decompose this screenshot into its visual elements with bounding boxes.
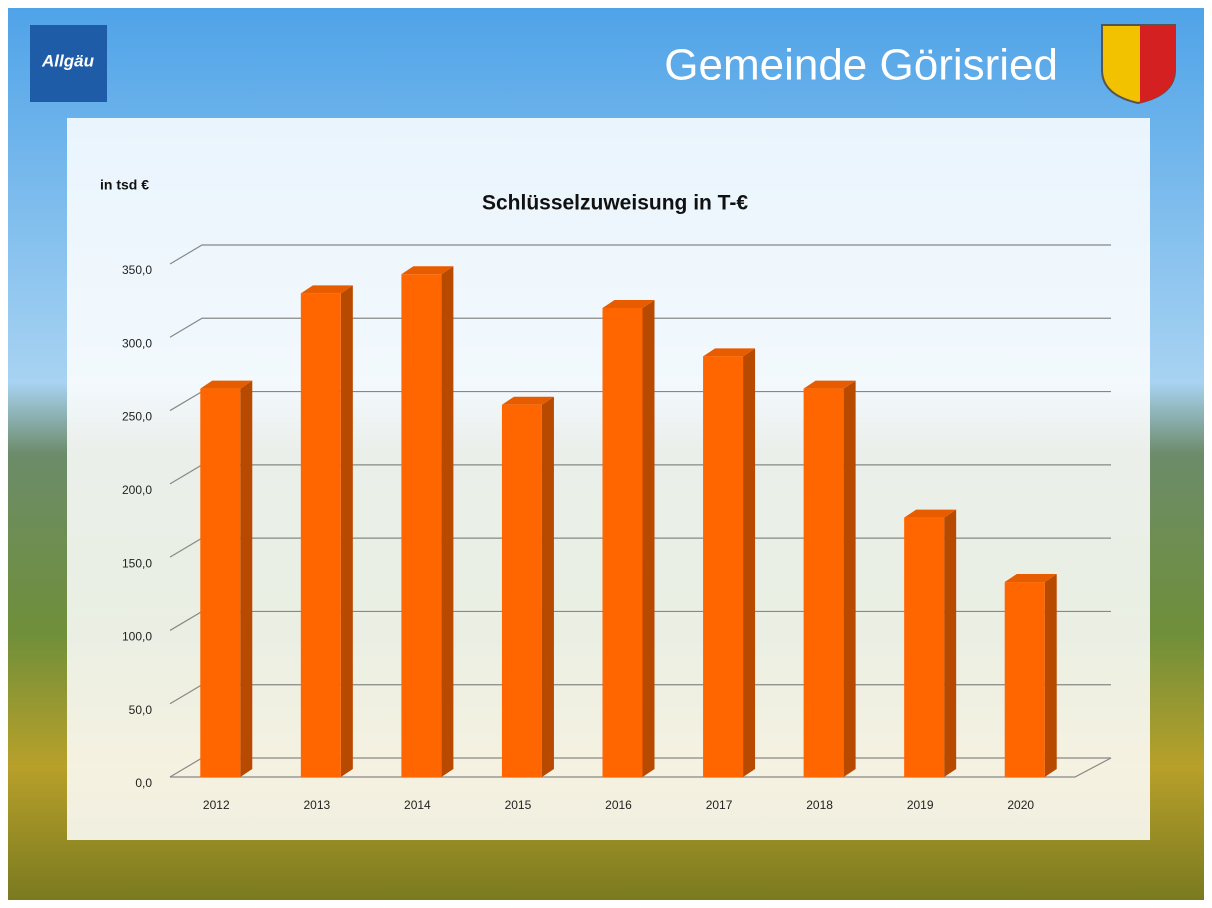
bar-top (401, 266, 454, 275)
y-tick-label: 0,0 (135, 776, 152, 790)
y-tick-label: 150,0 (122, 556, 152, 570)
bar (1004, 582, 1045, 777)
x-tick-label: 2018 (806, 798, 833, 812)
grid-line (169, 244, 1111, 265)
bar (200, 388, 241, 777)
bar (904, 517, 945, 777)
y-tick-label: 300,0 (122, 336, 152, 350)
grid-line (169, 317, 1111, 338)
bar-side (642, 299, 655, 777)
logo-box (30, 25, 107, 102)
y-tick-label: 50,0 (129, 703, 153, 717)
bar (703, 356, 744, 777)
bar-top (904, 509, 957, 518)
x-tick-label: 2017 (706, 798, 733, 812)
y-unit-label: in tsd € (100, 177, 149, 193)
x-tick-label: 2013 (303, 798, 330, 812)
x-tick-label: 2019 (907, 798, 934, 812)
bar-top (1004, 574, 1057, 583)
bar (300, 293, 341, 777)
floor-edge (170, 757, 1112, 778)
x-tick-label: 2020 (1007, 798, 1034, 812)
bar-side (743, 348, 756, 777)
bar (501, 404, 542, 777)
x-tick-label: 2014 (404, 798, 431, 812)
bar-top (300, 285, 353, 294)
x-tick-label: 2016 (605, 798, 632, 812)
logo-text: Allgäu (41, 51, 95, 70)
bar-side (240, 380, 253, 777)
bar-top (703, 348, 756, 357)
bar-top (501, 396, 554, 405)
bar (602, 307, 643, 777)
chart-title: Schlüsselzuweisung in T-€ (482, 192, 748, 215)
y-tick-label: 250,0 (122, 410, 152, 424)
bar-side (441, 266, 454, 777)
bar-side (1044, 574, 1057, 777)
bar-side (541, 396, 554, 777)
bar-side (340, 285, 353, 777)
bar-top (803, 380, 856, 389)
y-tick-label: 200,0 (122, 483, 152, 497)
bar-side (843, 380, 856, 777)
coat-of-arms-red (1140, 25, 1175, 103)
bar-side (944, 509, 957, 777)
y-tick-label: 350,0 (122, 263, 152, 277)
x-tick-label: 2012 (203, 798, 230, 812)
bar (401, 274, 442, 777)
bar-top (200, 380, 253, 389)
bar (803, 388, 844, 777)
header-title: Gemeinde Görisried (664, 41, 1058, 90)
bar-top (602, 299, 655, 308)
x-tick-label: 2015 (505, 798, 532, 812)
y-tick-label: 100,0 (122, 630, 152, 644)
